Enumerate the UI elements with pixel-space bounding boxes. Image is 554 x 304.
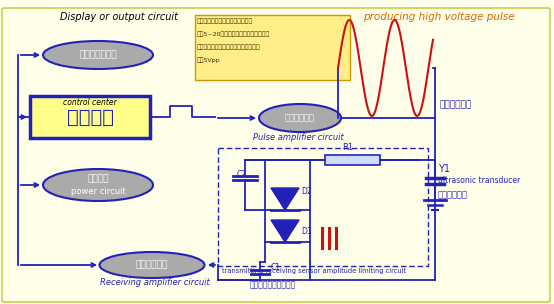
Text: C1: C1 xyxy=(271,264,281,272)
Text: Pulse amplifier circuit: Pulse amplifier circuit xyxy=(253,133,343,142)
Text: Receiving amplifier circuit: Receiving amplifier circuit xyxy=(100,278,210,287)
Text: 超声波换能器: 超声波换能器 xyxy=(438,190,468,199)
FancyBboxPatch shape xyxy=(195,15,350,80)
Text: power circuit: power circuit xyxy=(70,186,125,195)
FancyBboxPatch shape xyxy=(30,96,150,138)
Ellipse shape xyxy=(43,41,153,69)
Text: 电源电路: 电源电路 xyxy=(87,174,109,184)
Ellipse shape xyxy=(43,169,153,201)
Text: 显示或输出电路: 显示或输出电路 xyxy=(79,50,117,60)
Text: Y1: Y1 xyxy=(438,164,450,174)
Text: 控制中心: 控制中心 xyxy=(66,108,114,127)
FancyBboxPatch shape xyxy=(2,8,550,302)
Ellipse shape xyxy=(259,104,341,132)
Text: 仅发一体探头限幅电路: 仅发一体探头限幅电路 xyxy=(250,280,296,289)
Text: 度为5Vpp: 度为5Vpp xyxy=(197,57,220,63)
Ellipse shape xyxy=(100,252,204,278)
Text: 产生5~20个周期的脉冲信号，信号的频: 产生5~20个周期的脉冲信号，信号的频 xyxy=(197,31,270,36)
Bar xyxy=(218,148,428,266)
Text: 接收放大电路: 接收放大电路 xyxy=(136,261,168,270)
Polygon shape xyxy=(271,220,299,242)
Text: ultrasonic transducer: ultrasonic transducer xyxy=(438,176,520,185)
Text: Display or output circuit: Display or output circuit xyxy=(60,12,178,22)
Text: control center: control center xyxy=(63,98,117,107)
Text: D2: D2 xyxy=(301,188,311,196)
Text: 脉冲放大电路: 脉冲放大电路 xyxy=(285,113,315,123)
Text: transmitting receiving sensor amplitude limiting circuit: transmitting receiving sensor amplitude … xyxy=(222,268,406,274)
Text: C2: C2 xyxy=(237,170,247,179)
Text: R1: R1 xyxy=(342,143,353,152)
Text: D1: D1 xyxy=(301,227,311,237)
Text: 根据换能器的频率和实际工作要求: 根据换能器的频率和实际工作要求 xyxy=(197,18,253,24)
Polygon shape xyxy=(271,188,299,210)
Text: 产生高压脉冲: 产生高压脉冲 xyxy=(440,100,472,109)
Text: 率必须与换能器的频率相等，信号的幅: 率必须与换能器的频率相等，信号的幅 xyxy=(197,44,261,50)
Text: producing high voltage pulse: producing high voltage pulse xyxy=(363,12,515,22)
Bar xyxy=(325,155,380,165)
